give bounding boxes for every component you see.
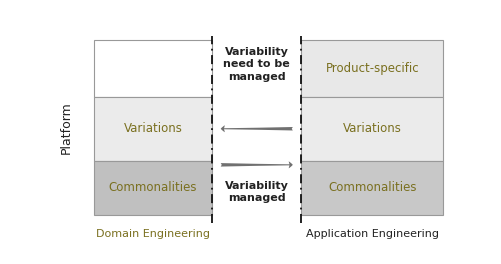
Text: Variations: Variations: [343, 122, 402, 135]
Text: Variability
managed: Variability managed: [225, 181, 289, 203]
Text: Domain Engineering: Domain Engineering: [96, 229, 210, 239]
Bar: [94, 40, 212, 97]
Bar: [94, 161, 212, 215]
Text: Commonalities: Commonalities: [328, 181, 416, 194]
Text: Commonalities: Commonalities: [109, 181, 197, 194]
Text: Variability
need to be
managed: Variability need to be managed: [223, 47, 290, 82]
Bar: [94, 97, 212, 161]
Text: Variations: Variations: [123, 122, 182, 135]
Text: Platform: Platform: [60, 101, 73, 154]
Bar: [302, 161, 443, 215]
Bar: [302, 97, 443, 161]
Text: Product-specific: Product-specific: [326, 62, 419, 75]
Bar: [302, 40, 443, 97]
Text: Application Engineering: Application Engineering: [306, 229, 439, 239]
